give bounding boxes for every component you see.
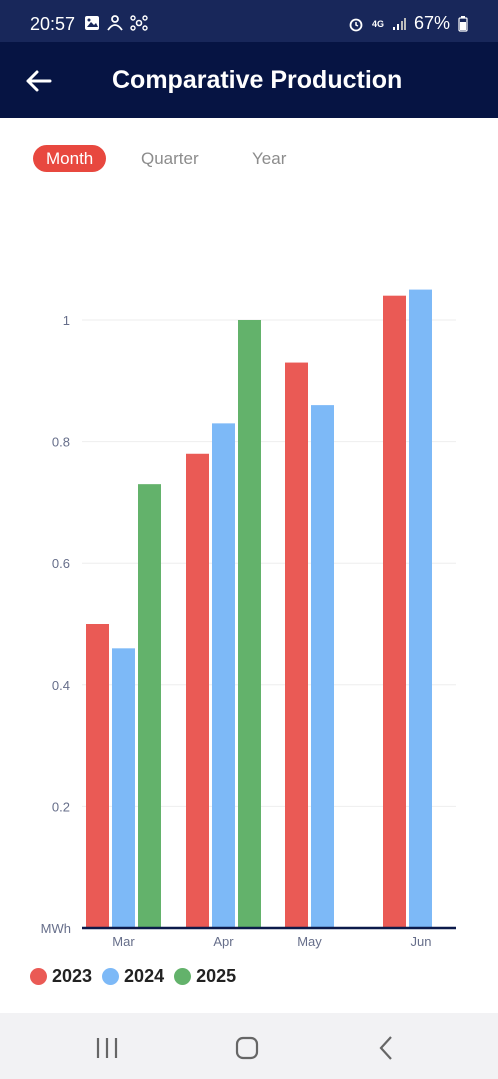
y-tick-label: 0.2 (52, 799, 70, 814)
bar-may-2023[interactable] (285, 362, 308, 928)
battery-icon (458, 15, 468, 32)
battery-percentage: 67% (413, 13, 450, 33)
alarm-icon (349, 18, 363, 31)
bar-mar-2025[interactable] (138, 484, 161, 928)
chart-bars (86, 289, 432, 929)
bar-jun-2024[interactable] (409, 289, 432, 929)
tab-quarter[interactable]: Quarter (141, 149, 199, 168)
system-nav-bar (0, 1013, 498, 1079)
recent-apps-icon[interactable] (92, 1033, 122, 1063)
network-type: 4G (371, 18, 384, 29)
y-tick-label: 0.6 (52, 556, 70, 571)
bar-apr-2025[interactable] (238, 320, 261, 928)
tab-year[interactable]: Year (252, 149, 287, 168)
signal-icon (392, 17, 406, 30)
back-arrow-icon[interactable] (22, 64, 56, 98)
bar-may-2024[interactable] (311, 405, 334, 928)
bar-apr-2023[interactable] (186, 453, 209, 928)
legend-dot-2025 (174, 968, 192, 985)
bar-mar-2023[interactable] (86, 624, 109, 928)
chart-axes: MWh 0.2 0.4 0.6 0.8 1 Mar Apr May Jun (41, 313, 456, 949)
bar-apr-2024[interactable] (212, 423, 235, 928)
legend-label: 2023 (52, 966, 93, 986)
page-title: Comparative Production (112, 66, 403, 94)
network-icon (130, 15, 148, 31)
y-tick-label: MWh (41, 921, 71, 936)
bar-jun-2023[interactable] (383, 295, 406, 928)
legend-label: 2025 (196, 966, 237, 986)
x-tick-label: Mar (112, 934, 135, 949)
tab-month[interactable]: Month (33, 145, 107, 172)
status-system-icons: 4G 67% (348, 13, 468, 34)
status-time: 20:57 (30, 14, 76, 34)
y-tick-label: 0.4 (52, 678, 70, 693)
chart-legend: 2023 2024 2025 (30, 966, 246, 987)
bar-mar-2024[interactable] (112, 648, 135, 928)
status-notification-icons (84, 15, 148, 31)
activity-icon (107, 15, 123, 31)
x-tick-label: May (297, 934, 322, 949)
app-bar: Comparative Production (0, 42, 498, 118)
legend-item-2024[interactable]: 2024 (102, 966, 164, 987)
y-tick-label: 1 (63, 313, 70, 328)
nav-back-icon[interactable] (372, 1033, 402, 1063)
legend-item-2023[interactable]: 2023 (30, 966, 92, 987)
x-tick-label: Jun (411, 934, 432, 949)
legend-item-2025[interactable]: 2025 (174, 966, 236, 987)
legend-dot-2024 (102, 968, 120, 985)
legend-label: 2024 (124, 966, 165, 986)
gallery-icon (85, 16, 99, 30)
home-icon[interactable] (232, 1033, 262, 1063)
status-bar: 20:57 4G 67% (0, 0, 498, 42)
legend-dot-2023 (30, 968, 47, 985)
production-bar-chart: MWh 0.2 0.4 0.6 0.8 1 Mar Apr May Jun (41, 289, 456, 949)
x-tick-label: Apr (213, 934, 234, 949)
y-tick-label: 0.8 (52, 435, 70, 450)
